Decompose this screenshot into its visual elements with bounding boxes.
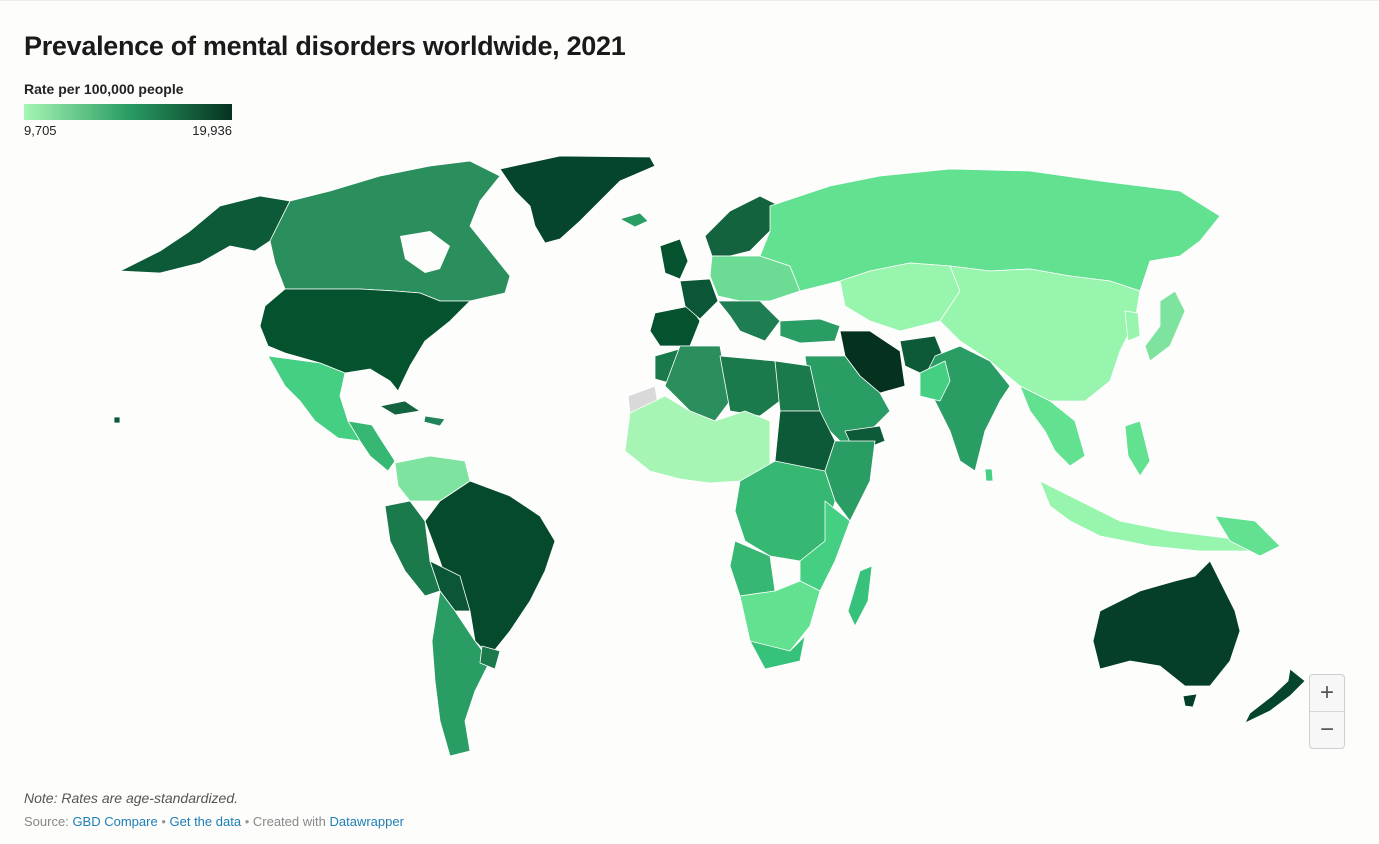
region-alaska[interactable] (119, 195, 291, 274)
region-iceland[interactable] (619, 212, 649, 228)
world-map[interactable] (0, 141, 1379, 781)
region-canada[interactable] (269, 160, 511, 302)
chart-footer: Source: GBD Compare • Get the data • Cre… (24, 814, 404, 829)
region-japan[interactable] (1144, 290, 1186, 362)
region-china[interactable] (939, 265, 1141, 402)
chart-title: Prevalence of mental disorders worldwide… (24, 31, 626, 61)
region-uk[interactable] (659, 238, 689, 280)
get-data-link[interactable]: Get the data (169, 814, 242, 829)
region-uruguay[interactable] (479, 645, 501, 670)
region-south-africa[interactable] (749, 635, 806, 670)
region-caribbean[interactable] (423, 415, 446, 427)
zoom-control: + − (1309, 674, 1345, 749)
legend-min-label: 9,705 (24, 123, 57, 138)
region-sri-lanka[interactable] (984, 468, 994, 482)
region-se-asia[interactable] (1019, 385, 1086, 467)
region-new-zealand[interactable] (1244, 668, 1306, 724)
created-prefix: Created with (252, 814, 326, 829)
region-italy-balkans[interactable] (717, 300, 781, 342)
region-indonesia[interactable] (1039, 480, 1251, 552)
region-pakistan[interactable] (919, 360, 951, 402)
source-prefix: Source: (24, 814, 69, 829)
region-bolivia[interactable] (429, 560, 471, 612)
region-libya[interactable] (719, 355, 781, 417)
hudson-bay (400, 231, 450, 273)
region-france[interactable] (679, 278, 719, 320)
zoom-out-button[interactable]: − (1319, 716, 1334, 743)
region-turkey[interactable] (779, 318, 841, 344)
legend-title: Rate per 100,000 people (24, 81, 184, 97)
legend-color-bar (24, 104, 232, 120)
region-png[interactable] (1214, 515, 1281, 557)
chart-note: Note: Rates are age-standardized. (24, 790, 239, 806)
region-cuba[interactable] (379, 400, 421, 416)
footer-separator: • (161, 814, 166, 829)
source-link[interactable]: GBD Compare (72, 814, 158, 829)
region-hawaii[interactable] (113, 416, 121, 424)
datawrapper-link[interactable]: Datawrapper (329, 814, 404, 829)
footer-separator: • (244, 814, 250, 829)
region-argentina[interactable] (431, 590, 491, 757)
region-united-states[interactable] (259, 288, 471, 392)
region-madagascar[interactable] (847, 565, 873, 627)
region-central-america[interactable] (347, 420, 396, 472)
legend-max-label: 19,936 (192, 123, 232, 138)
region-australia[interactable] (1092, 560, 1241, 687)
region-korea[interactable] (1124, 310, 1141, 342)
zoom-in-button[interactable]: + (1310, 675, 1344, 712)
region-philippines[interactable] (1124, 420, 1151, 477)
region-greenland[interactable] (499, 155, 656, 244)
region-tasmania[interactable] (1182, 693, 1198, 708)
